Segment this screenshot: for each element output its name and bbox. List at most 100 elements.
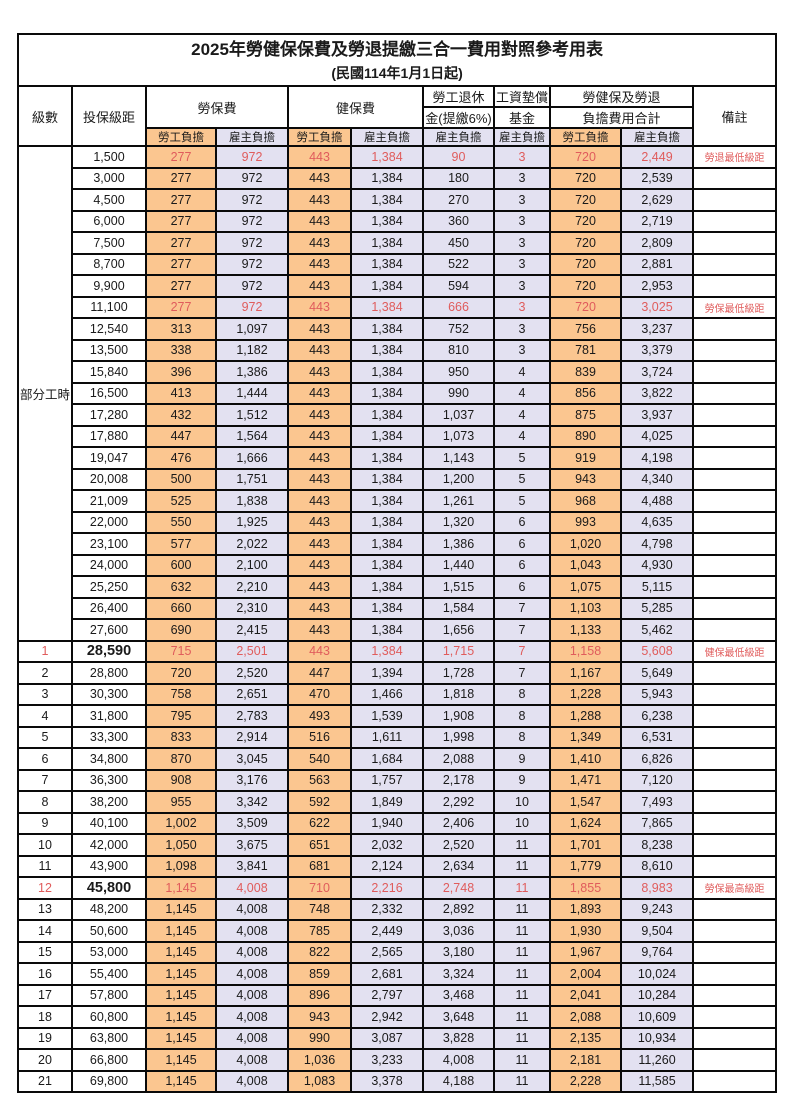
table-row: 4,500 277 972 443 1,384 270 3 720 2,629 xyxy=(18,188,778,212)
total-employer-cell: 10,609 xyxy=(620,1005,694,1029)
labor-worker-cell: 908 xyxy=(145,768,217,792)
health-employer-cell: 1,757 xyxy=(350,768,424,792)
pension-cell: 3,468 xyxy=(422,983,495,1007)
health-employer-cell: 1,539 xyxy=(350,704,424,728)
bracket-cell: 30,300 xyxy=(71,682,147,706)
health-worker-cell: 681 xyxy=(287,854,352,878)
pension-cell: 3,648 xyxy=(422,1005,495,1029)
pension-cell: 3,324 xyxy=(422,962,495,986)
total-employer-cell: 5,608 xyxy=(620,639,694,663)
health-worker-cell: 443 xyxy=(287,188,352,212)
health-worker-cell: 443 xyxy=(287,596,352,620)
wage-fund-cell: 3 xyxy=(493,252,551,276)
wage-fund-cell: 8 xyxy=(493,704,551,728)
table-row: 13 48,200 1,145 4,008 748 2,332 2,892 11 1,893 9,… xyxy=(17,897,778,921)
total-employer-cell: 10,934 xyxy=(620,1026,694,1050)
bracket-cell: 12,540 xyxy=(71,317,147,341)
pension-cell: 3,180 xyxy=(422,940,495,964)
bracket-cell: 38,200 xyxy=(71,790,147,814)
table-row: 11 43,900 1,098 3,841 681 2,124 2,634 11 1,779 8,… xyxy=(17,854,778,878)
level-cell: 5 xyxy=(17,725,73,749)
pension-cell: 270 xyxy=(422,188,495,212)
total-employer-cell: 3,937 xyxy=(620,403,694,427)
bracket-cell: 31,800 xyxy=(71,704,147,728)
wage-fund-cell: 3 xyxy=(493,338,551,362)
total-employer-cell: 2,881 xyxy=(620,252,694,276)
labor-employer-cell: 4,008 xyxy=(215,962,289,986)
remark-cell xyxy=(691,790,778,814)
bracket-cell: 8,700 xyxy=(71,252,147,276)
total-employer-cell: 4,025 xyxy=(620,424,694,448)
labor-worker-cell: 870 xyxy=(145,747,217,771)
total-worker-cell: 720 xyxy=(549,166,622,190)
labor-employer-cell: 3,342 xyxy=(215,790,289,814)
total-worker-cell: 2,088 xyxy=(549,1005,622,1029)
subheader-labor-worker: 勞工負擔 xyxy=(145,127,217,147)
labor-worker-cell: 277 xyxy=(145,166,217,190)
total-worker-cell: 993 xyxy=(549,510,622,534)
remark-cell xyxy=(691,510,778,534)
health-worker-cell: 447 xyxy=(287,661,352,685)
labor-employer-cell: 2,415 xyxy=(215,618,289,642)
total-worker-cell: 1,547 xyxy=(549,790,622,814)
pension-cell: 990 xyxy=(422,381,495,405)
health-employer-cell: 1,384 xyxy=(350,274,424,298)
total-employer-cell: 3,379 xyxy=(620,338,694,362)
labor-employer-cell: 2,100 xyxy=(215,553,289,577)
labor-employer-cell: 3,045 xyxy=(215,747,289,771)
wage-fund-cell: 3 xyxy=(493,295,551,319)
labor-worker-cell: 277 xyxy=(145,274,217,298)
level-cell: 9 xyxy=(17,811,73,835)
bracket-cell: 23,100 xyxy=(71,532,147,556)
total-worker-cell: 1,133 xyxy=(549,618,622,642)
level-cell: 8 xyxy=(17,790,73,814)
health-worker-cell: 785 xyxy=(287,919,352,943)
labor-worker-cell: 277 xyxy=(145,295,217,319)
health-worker-cell: 443 xyxy=(287,575,352,599)
health-worker-cell: 1,036 xyxy=(287,1048,352,1072)
health-employer-cell: 1,384 xyxy=(350,467,424,491)
bracket-cell: 15,840 xyxy=(71,360,147,384)
labor-worker-cell: 955 xyxy=(145,790,217,814)
labor-worker-cell: 632 xyxy=(145,575,217,599)
remark-cell xyxy=(691,381,778,405)
labor-employer-cell: 2,310 xyxy=(215,596,289,620)
total-worker-cell: 943 xyxy=(549,467,622,491)
table-row: 6 34,800 870 3,045 540 1,684 2,088 9 1,410 6,826 xyxy=(17,747,778,771)
labor-worker-cell: 833 xyxy=(145,725,217,749)
total-worker-cell: 1,288 xyxy=(549,704,622,728)
remark-cell xyxy=(691,897,778,921)
health-worker-cell: 443 xyxy=(287,145,352,169)
health-employer-cell: 1,384 xyxy=(350,532,424,556)
level-cell: 10 xyxy=(17,833,73,857)
table-row: 14 50,600 1,145 4,008 785 2,449 3,036 11 1,930 9,… xyxy=(17,919,778,943)
labor-employer-cell: 4,008 xyxy=(215,1026,289,1050)
pension-cell: 1,656 xyxy=(422,618,495,642)
table-row: 6,000 277 972 443 1,384 360 3 720 2,719 xyxy=(18,209,778,233)
table-row: 7,500 277 972 443 1,384 450 3 720 2,809 xyxy=(18,231,778,255)
health-worker-cell: 443 xyxy=(287,489,352,513)
health-employer-cell: 1,384 xyxy=(350,424,424,448)
remark-cell xyxy=(691,467,778,491)
subheader-total-worker: 勞工負擔 xyxy=(549,127,622,147)
labor-employer-cell: 2,520 xyxy=(215,661,289,685)
total-employer-cell: 4,635 xyxy=(620,510,694,534)
bracket-cell: 53,000 xyxy=(71,940,147,964)
table-body: 部分工時 1,500 277 972 443 1,384 90 3 720 2,449 勞退最低級距… xyxy=(17,145,778,1093)
health-worker-cell: 943 xyxy=(287,1005,352,1029)
health-worker-cell: 443 xyxy=(287,467,352,491)
labor-employer-cell: 4,008 xyxy=(215,876,289,900)
table-row: 17 57,800 1,145 4,008 896 2,797 3,468 11 2,041 10… xyxy=(17,983,778,1007)
labor-worker-cell: 690 xyxy=(145,618,217,642)
table-row: 12 45,800 1,145 4,008 710 2,216 2,748 11 1,855 8,… xyxy=(17,876,778,900)
health-employer-cell: 1,384 xyxy=(350,338,424,362)
table-row: 16 55,400 1,145 4,008 859 2,681 3,324 11 2,004 10… xyxy=(17,962,778,986)
health-worker-cell: 592 xyxy=(287,790,352,814)
labor-worker-cell: 795 xyxy=(145,704,217,728)
subheader-total-employer: 雇主負擔 xyxy=(620,127,694,147)
labor-employer-cell: 972 xyxy=(215,274,289,298)
pension-cell: 1,037 xyxy=(422,403,495,427)
table-row: 16,500 413 1,444 443 1,384 990 4 856 3,822 xyxy=(18,381,778,405)
health-employer-cell: 1,384 xyxy=(350,403,424,427)
health-worker-cell: 443 xyxy=(287,532,352,556)
